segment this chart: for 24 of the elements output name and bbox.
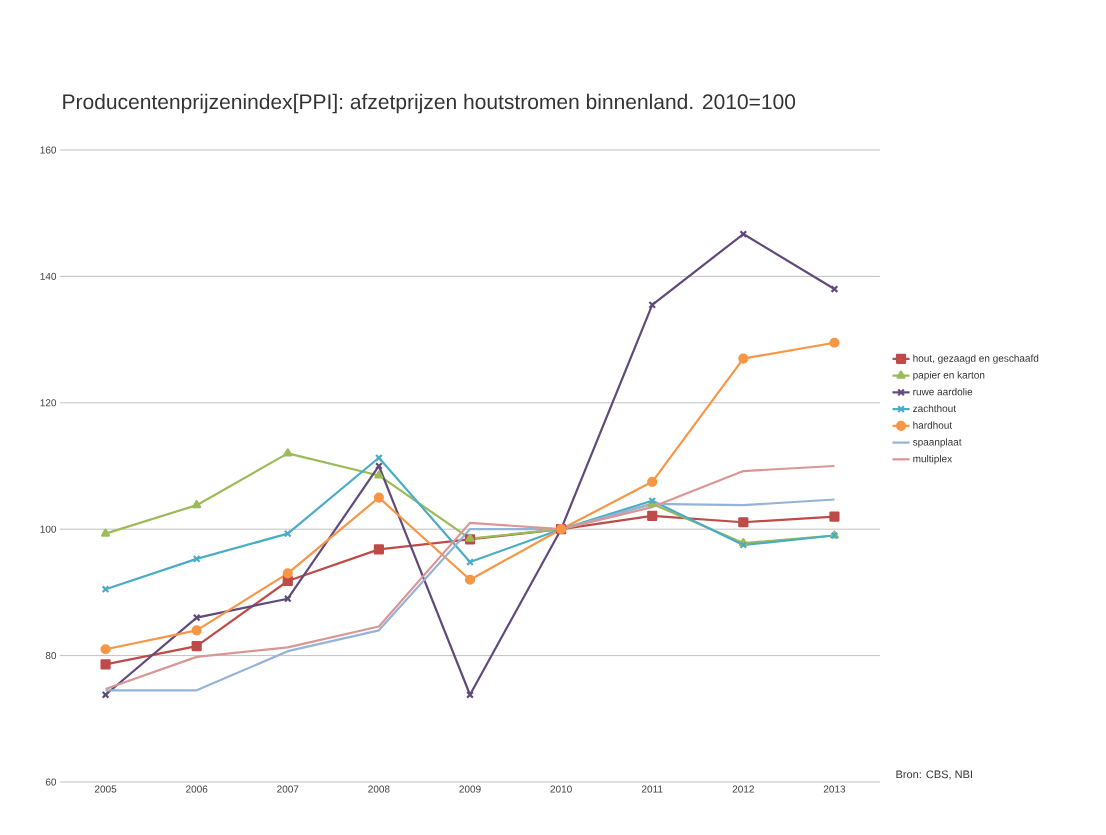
text: Bron: CBS, NBI — [896, 770, 972, 780]
x-tick-label: 2011 — [641, 785, 663, 793]
x-tick-label: 2007 — [277, 785, 299, 793]
legend-label: hout, gezaagd en geschaafd — [913, 354, 1039, 364]
legend-label: multiplex — [913, 454, 953, 465]
y-tick-label: 80 — [45, 652, 57, 660]
y-tick-label: 100 — [40, 525, 57, 533]
x-tick-label: 2005 — [94, 785, 117, 793]
y-tick-label: 160 — [40, 146, 57, 154]
legend-label: hardhout — [913, 421, 953, 429]
x-tick-label: 2006 — [186, 785, 208, 793]
chart-title: Producentenprijzenindex[PPI]: afzetprijzen houtstromen binnenland. 2010=100 — [63, 93, 796, 114]
y-tick-label: 60 — [45, 778, 57, 786]
x-tick-label: 2013 — [823, 785, 846, 793]
legend-label: ruwe aardolie — [913, 387, 973, 396]
legend-label: zachthout — [913, 404, 956, 413]
legend-label: spaanplaat — [912, 438, 962, 448]
x-tick-label: 2009 — [459, 785, 481, 793]
x-tick-label: 2012 — [732, 785, 754, 793]
x-tick-label: 2008 — [368, 785, 390, 793]
y-tick-label: 120 — [40, 399, 57, 407]
x-tick-label: 2010 — [550, 785, 572, 793]
legend-label: papier en karton — [913, 371, 985, 381]
y-tick-label: 140 — [40, 272, 57, 280]
